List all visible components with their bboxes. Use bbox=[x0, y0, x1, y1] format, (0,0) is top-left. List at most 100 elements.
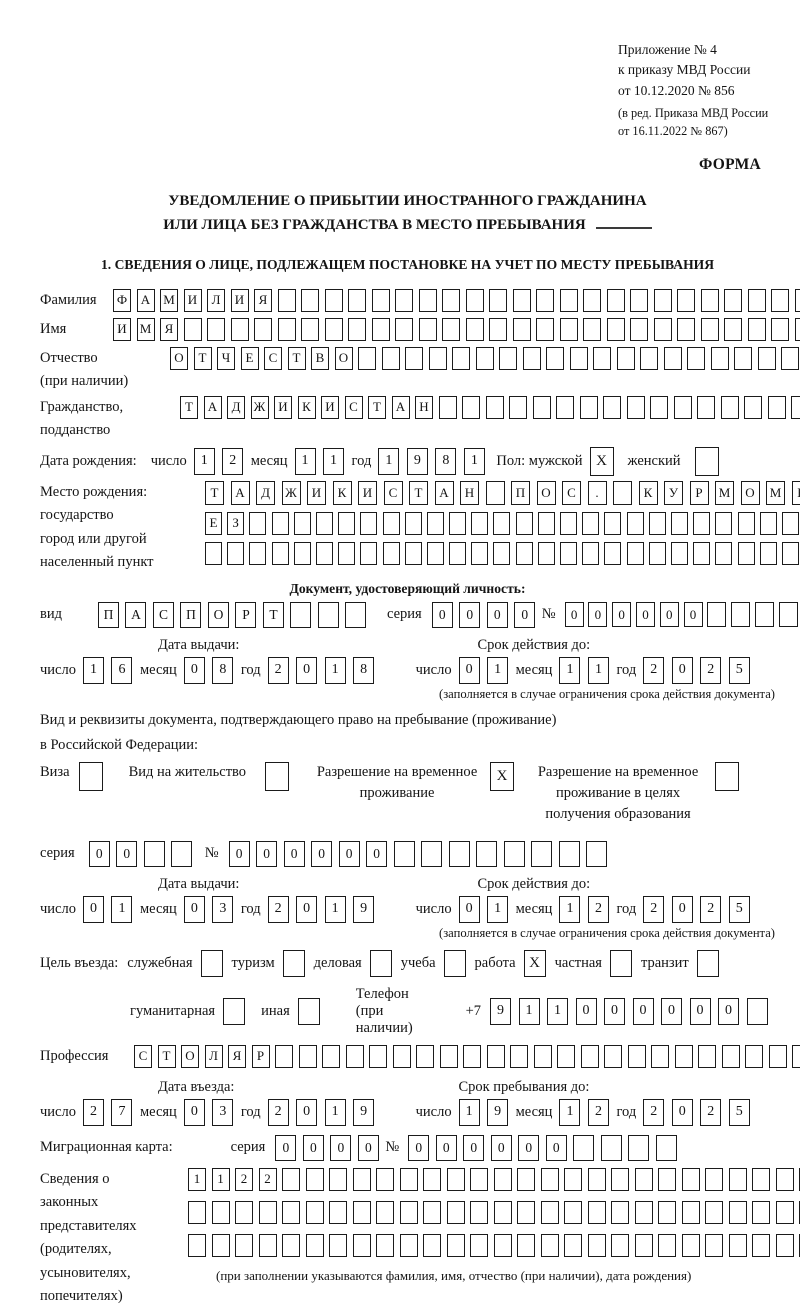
char-box[interactable] bbox=[517, 1201, 535, 1224]
char-box[interactable] bbox=[738, 542, 755, 565]
char-box[interactable]: С bbox=[134, 1045, 152, 1068]
char-box[interactable]: Т bbox=[180, 396, 198, 419]
char-box[interactable]: 3 bbox=[212, 896, 233, 923]
char-box[interactable] bbox=[747, 998, 768, 1025]
char-box[interactable] bbox=[531, 841, 552, 867]
char-box[interactable] bbox=[493, 512, 510, 535]
char-box[interactable]: В bbox=[311, 347, 329, 370]
char-box[interactable] bbox=[405, 542, 422, 565]
char-box[interactable] bbox=[329, 1168, 347, 1191]
char-box[interactable]: 0 bbox=[116, 841, 137, 867]
char-box[interactable] bbox=[771, 318, 789, 341]
char-box[interactable]: Ж bbox=[282, 481, 301, 505]
char-box[interactable] bbox=[489, 318, 507, 341]
option-residence-permit-checkbox[interactable] bbox=[265, 762, 289, 791]
char-box[interactable] bbox=[635, 1201, 653, 1224]
char-box[interactable] bbox=[654, 318, 672, 341]
char-box[interactable]: 0 bbox=[690, 998, 711, 1025]
char-box[interactable] bbox=[536, 318, 554, 341]
char-box[interactable]: С bbox=[562, 481, 581, 505]
char-box[interactable] bbox=[346, 1045, 364, 1068]
char-box[interactable] bbox=[400, 1201, 418, 1224]
char-box[interactable] bbox=[470, 1234, 488, 1257]
char-box[interactable]: 0 bbox=[612, 602, 631, 627]
char-box[interactable] bbox=[755, 602, 774, 627]
char-box[interactable]: О bbox=[335, 347, 353, 370]
char-box[interactable] bbox=[752, 1234, 770, 1257]
char-box[interactable]: 0 bbox=[275, 1135, 296, 1161]
char-box[interactable]: 5 bbox=[729, 1099, 750, 1126]
char-box[interactable] bbox=[376, 1201, 394, 1224]
char-box[interactable] bbox=[628, 1135, 649, 1161]
char-box[interactable] bbox=[630, 318, 648, 341]
char-box[interactable] bbox=[557, 1045, 575, 1068]
char-box[interactable] bbox=[588, 1201, 606, 1224]
char-box[interactable]: Ж bbox=[251, 396, 269, 419]
char-box[interactable] bbox=[476, 347, 494, 370]
char-box[interactable] bbox=[573, 1135, 594, 1161]
char-box[interactable] bbox=[227, 542, 244, 565]
char-box[interactable]: П bbox=[511, 481, 530, 505]
char-box[interactable] bbox=[345, 602, 366, 628]
char-box[interactable]: 8 bbox=[353, 657, 374, 684]
char-box[interactable]: 0 bbox=[339, 841, 360, 867]
char-box[interactable] bbox=[697, 396, 715, 419]
char-box[interactable] bbox=[671, 542, 688, 565]
char-box[interactable] bbox=[677, 289, 695, 312]
char-box[interactable] bbox=[604, 1045, 622, 1068]
char-box[interactable] bbox=[259, 1234, 277, 1257]
char-box[interactable] bbox=[282, 1168, 300, 1191]
char-box[interactable]: Т bbox=[409, 481, 428, 505]
char-box[interactable] bbox=[144, 841, 165, 867]
char-box[interactable]: 0 bbox=[718, 998, 739, 1025]
char-box[interactable] bbox=[447, 1168, 465, 1191]
char-box[interactable] bbox=[272, 512, 289, 535]
char-box[interactable]: 0 bbox=[184, 896, 205, 923]
char-box[interactable]: 8 bbox=[435, 448, 456, 475]
char-box[interactable] bbox=[259, 1201, 277, 1224]
char-box[interactable]: 0 bbox=[436, 1135, 457, 1161]
char-box[interactable] bbox=[748, 318, 766, 341]
char-box[interactable] bbox=[705, 1234, 723, 1257]
char-box[interactable] bbox=[306, 1234, 324, 1257]
char-box[interactable] bbox=[693, 512, 710, 535]
char-box[interactable] bbox=[369, 1045, 387, 1068]
char-box[interactable] bbox=[207, 318, 225, 341]
char-box[interactable] bbox=[442, 318, 460, 341]
char-box[interactable] bbox=[476, 841, 497, 867]
char-box[interactable] bbox=[325, 318, 343, 341]
char-box[interactable] bbox=[795, 289, 800, 312]
char-box[interactable] bbox=[564, 1168, 582, 1191]
char-box[interactable]: Т bbox=[288, 347, 306, 370]
char-box[interactable] bbox=[405, 347, 423, 370]
char-box[interactable] bbox=[254, 318, 272, 341]
char-box[interactable]: 1 bbox=[188, 1168, 206, 1191]
char-box[interactable]: М bbox=[137, 318, 155, 341]
char-box[interactable]: 0 bbox=[83, 896, 104, 923]
char-box[interactable]: 0 bbox=[358, 1135, 379, 1161]
char-box[interactable] bbox=[487, 1045, 505, 1068]
char-box[interactable]: Я bbox=[228, 1045, 246, 1068]
char-box[interactable]: 1 bbox=[323, 448, 344, 475]
char-box[interactable] bbox=[376, 1234, 394, 1257]
char-box[interactable] bbox=[427, 512, 444, 535]
char-box[interactable] bbox=[604, 512, 621, 535]
char-box[interactable] bbox=[580, 396, 598, 419]
char-box[interactable]: 5 bbox=[729, 896, 750, 923]
char-box[interactable] bbox=[188, 1234, 206, 1257]
purpose-transit-checkbox[interactable] bbox=[697, 950, 719, 977]
char-box[interactable] bbox=[494, 1201, 512, 1224]
char-box[interactable] bbox=[611, 1234, 629, 1257]
char-box[interactable]: 0 bbox=[487, 602, 508, 628]
char-box[interactable] bbox=[658, 1201, 676, 1224]
char-box[interactable] bbox=[353, 1201, 371, 1224]
char-box[interactable]: К bbox=[639, 481, 658, 505]
char-box[interactable] bbox=[499, 347, 517, 370]
char-box[interactable] bbox=[421, 841, 442, 867]
char-box[interactable] bbox=[400, 1234, 418, 1257]
char-box[interactable] bbox=[583, 289, 601, 312]
char-box[interactable]: Т bbox=[205, 481, 224, 505]
char-box[interactable] bbox=[651, 1045, 669, 1068]
char-box[interactable] bbox=[449, 841, 470, 867]
char-box[interactable] bbox=[449, 512, 466, 535]
